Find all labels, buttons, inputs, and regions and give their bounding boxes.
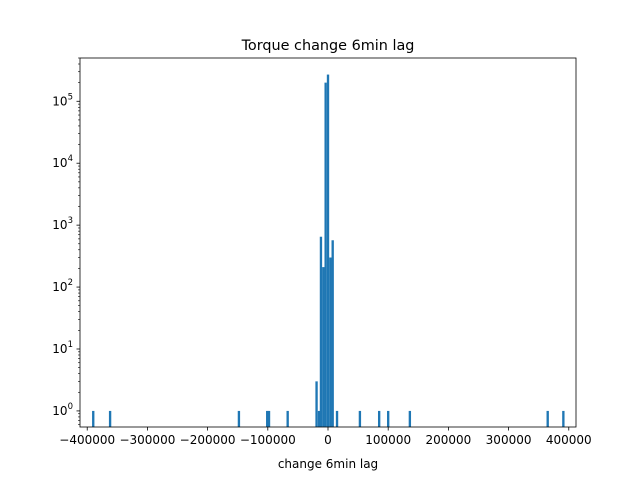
histogram-bar — [315, 381, 318, 427]
histogram-bar — [319, 236, 323, 427]
histogram-bar — [237, 410, 241, 427]
histogram-bar — [92, 410, 95, 427]
x-axis-ticks: −400000 −300000 −200000 −100000 0 100000 20000… — [59, 427, 592, 447]
y-tick-label: 101 — [52, 340, 73, 356]
plot-frame — [79, 57, 577, 428]
histogram-bar — [546, 410, 549, 427]
histogram-bar — [266, 410, 269, 427]
y-tick-label: 102 — [52, 278, 73, 294]
histogram-bar — [322, 267, 325, 427]
x-tick-label: −400000 — [59, 433, 115, 447]
x-tick-label: −100000 — [240, 433, 296, 447]
histogram-bar — [562, 410, 565, 427]
y-axis-ticks: 100 101 102 103 104 105 — [52, 57, 80, 425]
y-tick-label: 100 — [52, 402, 73, 418]
y-tick-label: 104 — [52, 154, 73, 170]
x-tick-label: 400000 — [546, 433, 592, 447]
histogram-bar — [317, 410, 321, 427]
x-tick-label: 200000 — [425, 433, 471, 447]
histogram-bars — [92, 74, 565, 427]
histogram-bar — [358, 410, 362, 427]
histogram-bar — [335, 410, 339, 427]
histogram-bar — [267, 410, 271, 427]
y-tick-label: 103 — [52, 216, 73, 232]
y-tick-label: 105 — [52, 92, 73, 108]
x-tick-label: −300000 — [119, 433, 175, 447]
x-axis-label: change 6min lag — [278, 457, 378, 471]
histogram-bar — [331, 240, 334, 427]
x-tick-label: 300000 — [486, 433, 532, 447]
histogram-bar — [326, 74, 330, 427]
histogram-bar — [324, 82, 327, 427]
x-tick-label: −200000 — [180, 433, 236, 447]
x-tick-label: 0 — [324, 433, 332, 447]
histogram-bar — [408, 410, 412, 427]
histogram-bar — [377, 410, 381, 427]
histogram-bar — [286, 410, 289, 427]
chart-title: Torque change 6min lag — [241, 38, 415, 54]
x-tick-label: 100000 — [365, 433, 411, 447]
histogram-bar — [108, 410, 112, 427]
histogram-bar — [329, 257, 332, 427]
histogram-bar — [387, 410, 390, 427]
